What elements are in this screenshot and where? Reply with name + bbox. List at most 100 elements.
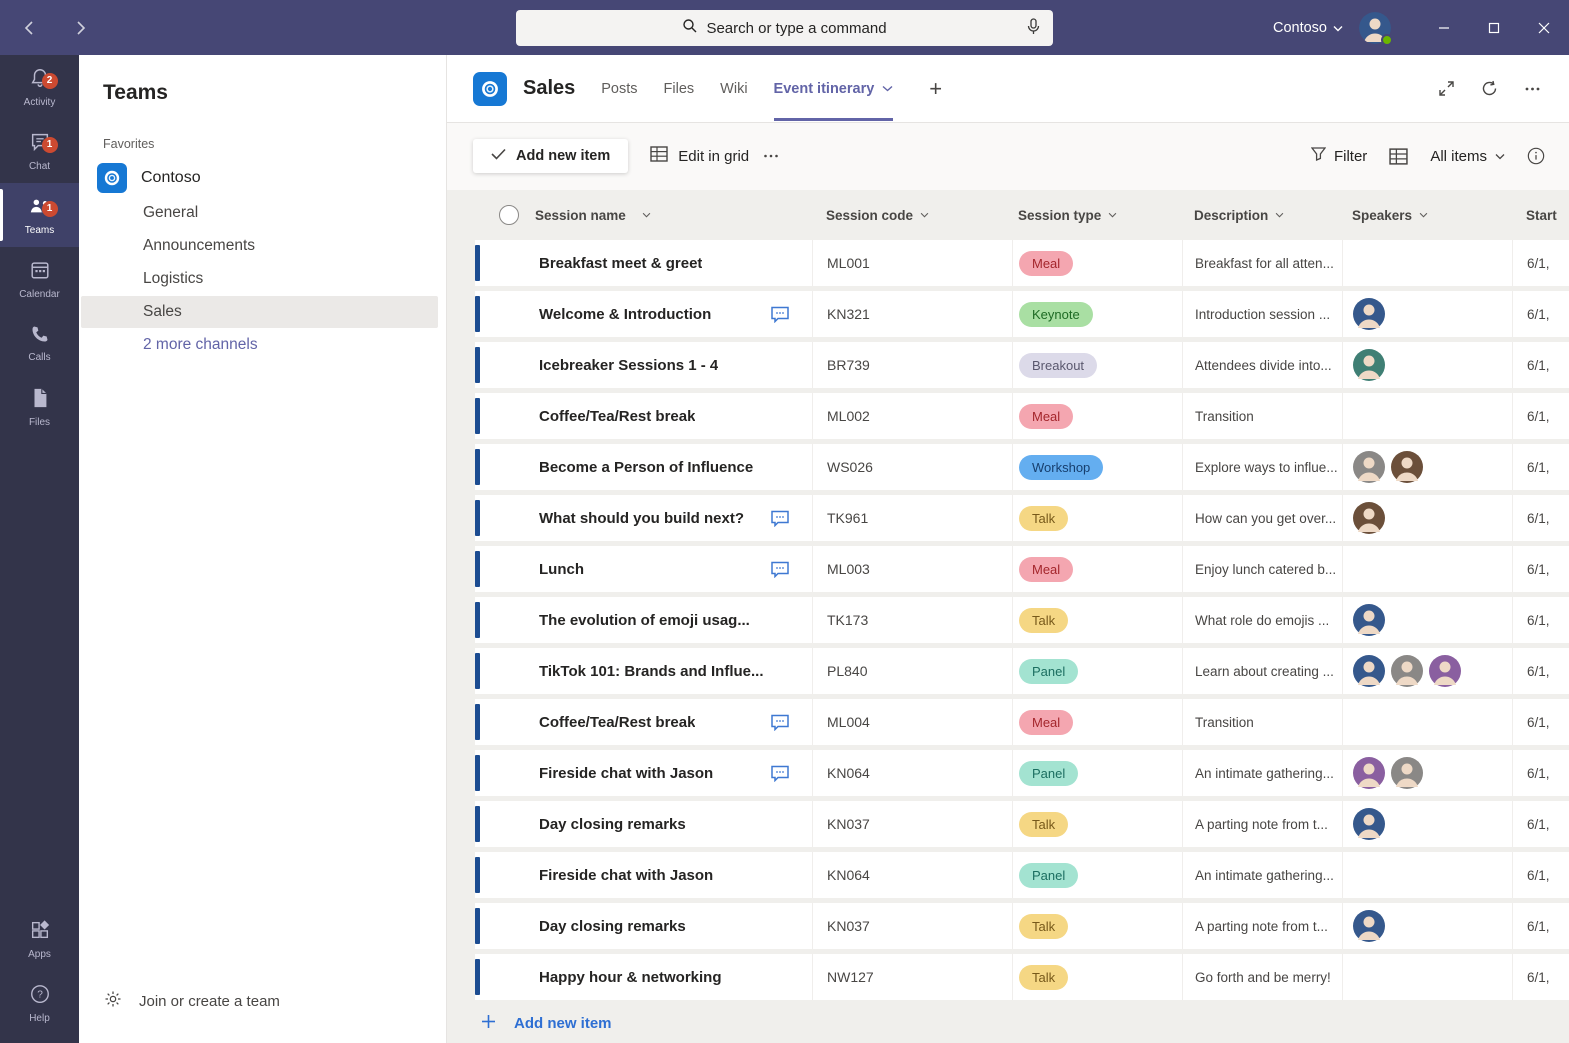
session-type-badge: Keynote <box>1019 301 1093 327</box>
comment-icon[interactable] <box>770 306 790 323</box>
filter-button[interactable]: Filter <box>1310 147 1367 165</box>
close-button[interactable] <box>1519 0 1569 55</box>
comment-icon[interactable] <box>770 714 790 731</box>
session-start: 6/1, <box>1512 444 1569 490</box>
tab-posts[interactable]: Posts <box>601 80 638 97</box>
session-description: An intimate gathering... <box>1182 750 1342 796</box>
tab-wiki[interactable]: Wiki <box>720 80 748 97</box>
table-row[interactable]: Icebreaker Sessions 1 - 4 BR739 Breakout… <box>475 342 1569 388</box>
more-options-icon[interactable] <box>1524 80 1541 97</box>
speakers-cell <box>1342 444 1512 490</box>
session-code: TK173 <box>812 597 1012 643</box>
table-row[interactable]: Breakfast meet & greet ML001 Meal Breakf… <box>475 240 1569 286</box>
column-session-type[interactable]: Session type <box>1012 208 1182 223</box>
session-description: A parting note from t... <box>1182 801 1342 847</box>
sidebar-channel-general[interactable]: General <box>143 204 199 221</box>
session-name: Day closing remarks <box>539 917 686 935</box>
search-input[interactable]: Search or type a command <box>516 10 1053 46</box>
add-tab-button[interactable]: + <box>929 75 943 101</box>
table-row[interactable]: Coffee/Tea/Rest break ML004 Meal Transit… <box>475 699 1569 745</box>
rail-item-teams[interactable]: 1 Teams <box>0 183 79 247</box>
session-code: ML001 <box>812 240 1012 286</box>
table-row[interactable]: Fireside chat with Jason KN064 Panel An … <box>475 852 1569 898</box>
tab-event-itinerary[interactable]: Event itinerary <box>773 81 894 121</box>
back-icon[interactable] <box>22 20 38 36</box>
comment-icon[interactable] <box>770 765 790 782</box>
table-row[interactable]: Lunch ML003 Meal Enjoy lunch catered b..… <box>475 546 1569 592</box>
edit-in-grid-button[interactable]: Edit in grid <box>650 146 749 166</box>
session-type-badge: Meal <box>1019 556 1074 582</box>
column-speakers[interactable]: Speakers <box>1342 208 1512 223</box>
join-or-create-team[interactable]: Join or create a team <box>103 989 280 1013</box>
session-type-badge: Meal <box>1019 250 1074 276</box>
column-description[interactable]: Description <box>1182 208 1342 223</box>
rail-item-files[interactable]: Files <box>0 375 79 439</box>
speaker-avatar <box>1353 298 1385 330</box>
sidebar-channel-logistics[interactable]: Logistics <box>143 270 204 287</box>
expand-icon[interactable] <box>1438 80 1455 97</box>
sidebar-channel-sales[interactable]: Sales <box>81 296 438 328</box>
minimize-button[interactable] <box>1419 0 1469 55</box>
tab-files[interactable]: Files <box>663 80 695 97</box>
speakers-cell <box>1342 954 1512 1000</box>
session-start: 6/1, <box>1512 648 1569 694</box>
team-contoso[interactable]: Contoso <box>97 163 446 193</box>
refresh-icon[interactable] <box>1481 80 1498 97</box>
table-row[interactable]: The evolution of emoji usag... TK173 Tal… <box>475 597 1569 643</box>
profile-avatar[interactable] <box>1359 11 1393 46</box>
session-name: Welcome & Introduction <box>539 305 712 323</box>
info-icon[interactable] <box>1527 147 1545 165</box>
row-accent-bar <box>475 602 480 638</box>
rail-item-apps[interactable]: Apps <box>0 907 79 971</box>
column-start[interactable]: Start <box>1526 207 1557 223</box>
rail-item-chat[interactable]: 1 Chat <box>0 119 79 183</box>
speakers-cell <box>1342 801 1512 847</box>
more-channels-link[interactable]: 2 more channels <box>143 336 258 353</box>
toolbar-more-button[interactable] <box>763 149 779 163</box>
comment-icon[interactable] <box>770 561 790 578</box>
sidebar-title: Teams <box>103 81 168 104</box>
session-list-area: Session name Session code Session type D… <box>447 190 1569 1043</box>
rail-item-calendar[interactable]: Calendar <box>0 247 79 311</box>
table-row[interactable]: Day closing remarks KN037 Talk A parting… <box>475 801 1569 847</box>
column-session-code[interactable]: Session code <box>812 208 1012 223</box>
table-row[interactable]: What should you build next? TK961 Talk H… <box>475 495 1569 541</box>
session-type-badge: Meal <box>1019 709 1074 735</box>
session-code: ML002 <box>812 393 1012 439</box>
table-row[interactable]: Become a Person of Influence WS026 Works… <box>475 444 1569 490</box>
footer-add-new-item[interactable]: Add new item <box>481 1014 1569 1033</box>
comment-icon[interactable] <box>770 510 790 527</box>
chevron-down-icon <box>1495 153 1505 160</box>
view-grid-icon[interactable] <box>1389 147 1408 165</box>
select-all-checkbox[interactable] <box>499 205 519 225</box>
session-description: Go forth and be merry! <box>1182 954 1342 1000</box>
table-row[interactable]: Coffee/Tea/Rest break ML002 Meal Transit… <box>475 393 1569 439</box>
rail-item-help[interactable]: ? Help <box>0 971 79 1035</box>
table-row[interactable]: TikTok 101: Brands and Influe... PL840 P… <box>475 648 1569 694</box>
session-start: 6/1, <box>1512 240 1569 286</box>
rail-item-calls[interactable]: Calls <box>0 311 79 375</box>
speakers-cell <box>1342 342 1512 388</box>
session-name: Icebreaker Sessions 1 - 4 <box>539 356 719 374</box>
session-type-badge: Panel <box>1019 862 1079 888</box>
speakers-cell <box>1342 393 1512 439</box>
mic-icon[interactable] <box>1026 18 1041 40</box>
table-row[interactable]: Welcome & Introduction KN321 Keynote Int… <box>475 291 1569 337</box>
table-row[interactable]: Happy hour & networking NW127 Talk Go fo… <box>475 954 1569 1000</box>
forward-icon[interactable] <box>72 20 88 36</box>
speakers-cell <box>1342 852 1512 898</box>
add-new-item-button[interactable]: Add new item <box>473 139 629 173</box>
row-accent-bar <box>475 500 480 536</box>
view-selector[interactable]: All items <box>1430 148 1505 165</box>
session-code: KN037 <box>812 903 1012 949</box>
row-accent-bar <box>475 245 480 281</box>
column-session-name[interactable]: Session name <box>475 205 812 225</box>
table-row[interactable]: Fireside chat with Jason KN064 Panel An … <box>475 750 1569 796</box>
maximize-button[interactable] <box>1469 0 1519 55</box>
session-description: Breakfast for all atten... <box>1182 240 1342 286</box>
org-switcher[interactable]: Contoso <box>1273 20 1343 36</box>
rail-item-activity[interactable]: 2 Activity <box>0 55 79 119</box>
speaker-avatar <box>1353 604 1385 636</box>
sidebar-channel-announcements[interactable]: Announcements <box>143 237 256 254</box>
table-row[interactable]: Day closing remarks KN037 Talk A parting… <box>475 903 1569 949</box>
